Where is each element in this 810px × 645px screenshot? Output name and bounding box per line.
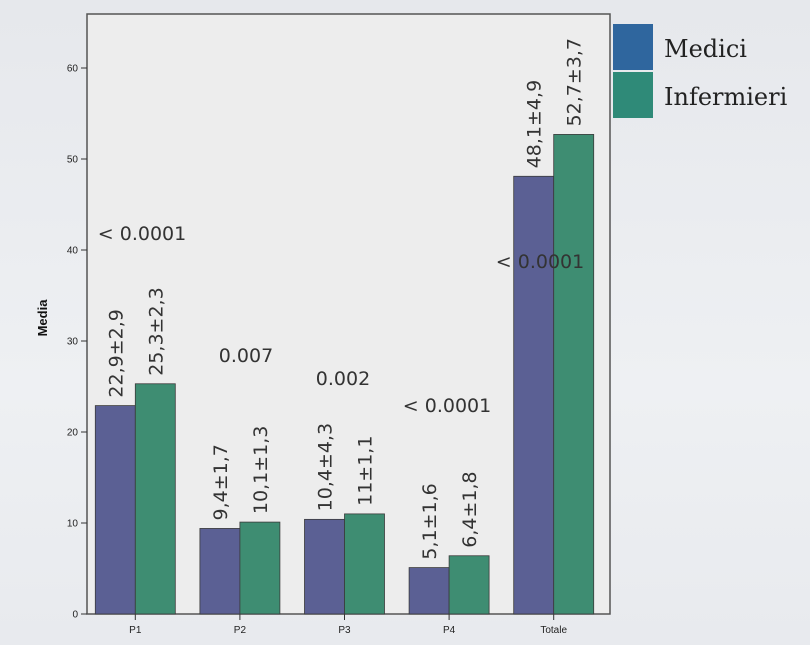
bar-medici-p3 [304,518,345,615]
data-label: 10,4±4,3 [315,423,337,511]
legend-label-medici: Medici [664,35,747,63]
y-tick-label: 60 [67,64,79,75]
p-value-label: 0.007 [219,345,273,367]
legend-swatch-infermieri [613,72,653,118]
x-axis: P1 P2 P3 P4 Totale [129,614,567,636]
y-tick-label: 50 [67,155,79,166]
y-tick-label: 30 [67,337,79,348]
data-label: 5,1±1,6 [419,483,441,559]
p-value-label: 0.002 [316,368,370,390]
x-tick-label: Totale [540,625,567,636]
legend-swatch-medici [613,24,653,70]
y-axis-label: Media [35,299,50,337]
y-tick-label: 20 [67,428,79,439]
p-value-labels: < 0.0001 0.007 0.002 < 0.0001 < 0.0001 [98,223,584,417]
legend: Medici Infermieri [613,24,788,118]
data-label: 10,1±1,3 [250,426,272,514]
y-tick-label: 40 [67,246,79,257]
x-tick-label: P2 [234,625,247,636]
bar-medici-totale [513,175,555,615]
bar-medici-p2 [199,528,241,615]
bar-medici-p1 [94,405,136,615]
bar-infermieri-totale [553,134,595,615]
bars [94,134,595,615]
p-value-label: < 0.0001 [98,223,186,245]
legend-label-infermieri: Infermieri [664,83,788,111]
bar-infermieri-p2 [239,521,281,615]
x-tick-label: P3 [338,625,351,636]
data-label: 11±1,1 [355,436,377,506]
data-label: 9,4±1,7 [210,444,232,520]
y-tick-label: 10 [67,519,79,530]
y-axis: 0 10 20 30 40 50 60 [67,64,87,621]
x-tick-label: P4 [443,625,456,636]
x-tick-label: P1 [129,625,142,636]
data-label: 25,3±2,3 [145,287,167,375]
data-label: 6,4±1,8 [459,471,481,547]
y-tick-label: 0 [72,610,78,621]
data-label: 48,1±4,9 [524,80,546,168]
data-labels: 22,9±2,9 25,3±2,3 9,4±1,7 10,1±1,3 10,4±4,3 1… [105,38,585,560]
bar-infermieri-p4 [448,555,490,615]
data-label: 22,9±2,9 [105,309,127,397]
p-value-label: < 0.0001 [403,395,491,417]
p-value-label: < 0.0001 [496,251,584,273]
bar-medici-p4 [408,567,450,615]
data-label: 52,7±3,7 [564,38,586,126]
bar-infermieri-p3 [344,513,385,615]
bar-infermieri-p1 [134,383,176,615]
